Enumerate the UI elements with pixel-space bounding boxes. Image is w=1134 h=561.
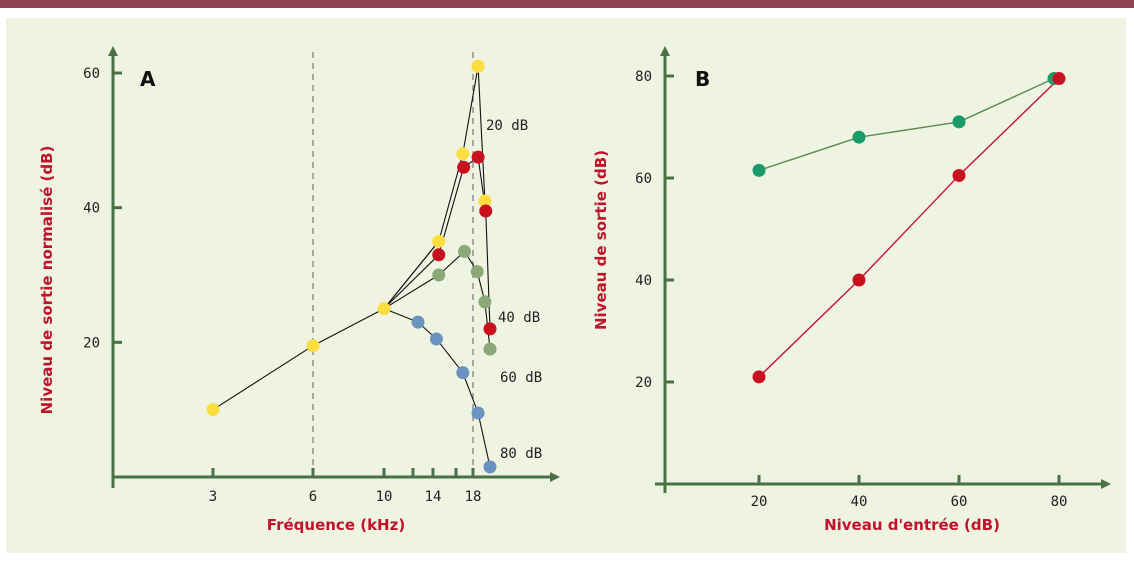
panel-a-y-axis-arrow xyxy=(108,46,118,56)
panel-a-data-point xyxy=(479,204,493,218)
panel-a-data-point xyxy=(478,295,492,309)
panel-b-letter: B xyxy=(695,67,710,91)
figure-background xyxy=(6,18,1126,553)
panel-a-data-point xyxy=(432,234,446,248)
panel-b-series-line xyxy=(758,78,1060,378)
panel-a-data-point xyxy=(456,366,470,380)
panel-b-data-point xyxy=(952,168,966,182)
panel-a-data-point xyxy=(478,194,492,208)
panel-a-data-point xyxy=(483,322,497,336)
panel-a-x-tick-label: 14 xyxy=(425,489,442,505)
panel-a-y-tick-label: 40 xyxy=(83,201,100,217)
panel-b-y-tick-label: 80 xyxy=(635,69,652,85)
panel-a-data-point xyxy=(470,265,484,279)
panel-a-x-tick-label: 18 xyxy=(465,489,482,505)
panel-b-x-tick-label: 80 xyxy=(1051,494,1068,510)
panel-a-data-point xyxy=(432,268,446,282)
panel-a-data-point xyxy=(411,315,425,329)
panel-b-data-point xyxy=(752,370,766,384)
panel-a-y-tick-label: 60 xyxy=(83,66,100,82)
panel-a-data-point xyxy=(377,302,391,316)
panel-a-data-point xyxy=(471,59,485,73)
panel-a-data-point xyxy=(429,332,443,346)
panel-a-data-point xyxy=(471,406,485,420)
panel-a-data-point xyxy=(432,248,446,262)
panel-a-x-tick-label: 10 xyxy=(376,489,393,505)
series-label-40db: 40 dB xyxy=(498,310,540,326)
panel-a-connector-line xyxy=(383,274,440,310)
panel-b-x-tick-label: 60 xyxy=(951,494,968,510)
panel-a-x-tick-label: 6 xyxy=(309,489,317,505)
panel-a-letter: A xyxy=(140,67,156,91)
panel-a-data-point xyxy=(471,150,485,164)
series-label-60db: 60 dB xyxy=(500,370,542,386)
panel-a-x-axis-title: Fréquence (kHz) xyxy=(267,516,405,534)
panel-a-data-point xyxy=(206,403,220,417)
panel-a-y-axis-title: Niveau de sortie normalisé (dB) xyxy=(38,146,56,415)
panel-b-x-tick-label: 40 xyxy=(851,494,868,510)
panel-a-data-point xyxy=(456,147,470,161)
panel-b-data-point xyxy=(1052,72,1066,86)
series-label-80db: 80 dB xyxy=(500,446,542,462)
panel-b-data-point xyxy=(952,115,966,129)
panel-a-y-tick-label: 20 xyxy=(83,335,100,351)
panel-a-series-line xyxy=(212,66,479,411)
panel-b-y-tick-label: 20 xyxy=(635,375,652,391)
panel-a-data-point xyxy=(458,244,471,258)
panel-b-data-point xyxy=(852,130,866,144)
series-label-20db: 20 dB xyxy=(486,118,528,134)
panel-a-x-axis-arrow xyxy=(550,472,560,482)
panel-b-data-point xyxy=(852,273,866,287)
panel-a-connector-line xyxy=(383,254,440,310)
panel-a-data-point xyxy=(457,160,471,174)
panel-a-data-point xyxy=(483,460,497,474)
panel-b-y-axis-title: Niveau de sortie (dB) xyxy=(592,150,610,330)
panel-a-data-point xyxy=(483,342,497,356)
panel-a-x-tick-label: 3 xyxy=(209,489,217,505)
panel-b-y-tick-label: 40 xyxy=(635,273,652,289)
panel-a-series-line xyxy=(477,66,486,201)
panel-b-series-line xyxy=(758,77,1055,172)
panel-b-x-axis-title: Niveau d'entrée (dB) xyxy=(824,516,1000,534)
panel-b-x-axis-arrow xyxy=(1101,479,1111,489)
panel-b-y-axis-arrow xyxy=(660,46,670,56)
panel-a-data-point xyxy=(306,339,320,353)
panel-b-x-tick-label: 20 xyxy=(751,494,768,510)
panel-b-y-tick-label: 60 xyxy=(635,171,652,187)
top-accent-bar xyxy=(0,0,1134,8)
panel-b-data-point xyxy=(752,163,766,177)
